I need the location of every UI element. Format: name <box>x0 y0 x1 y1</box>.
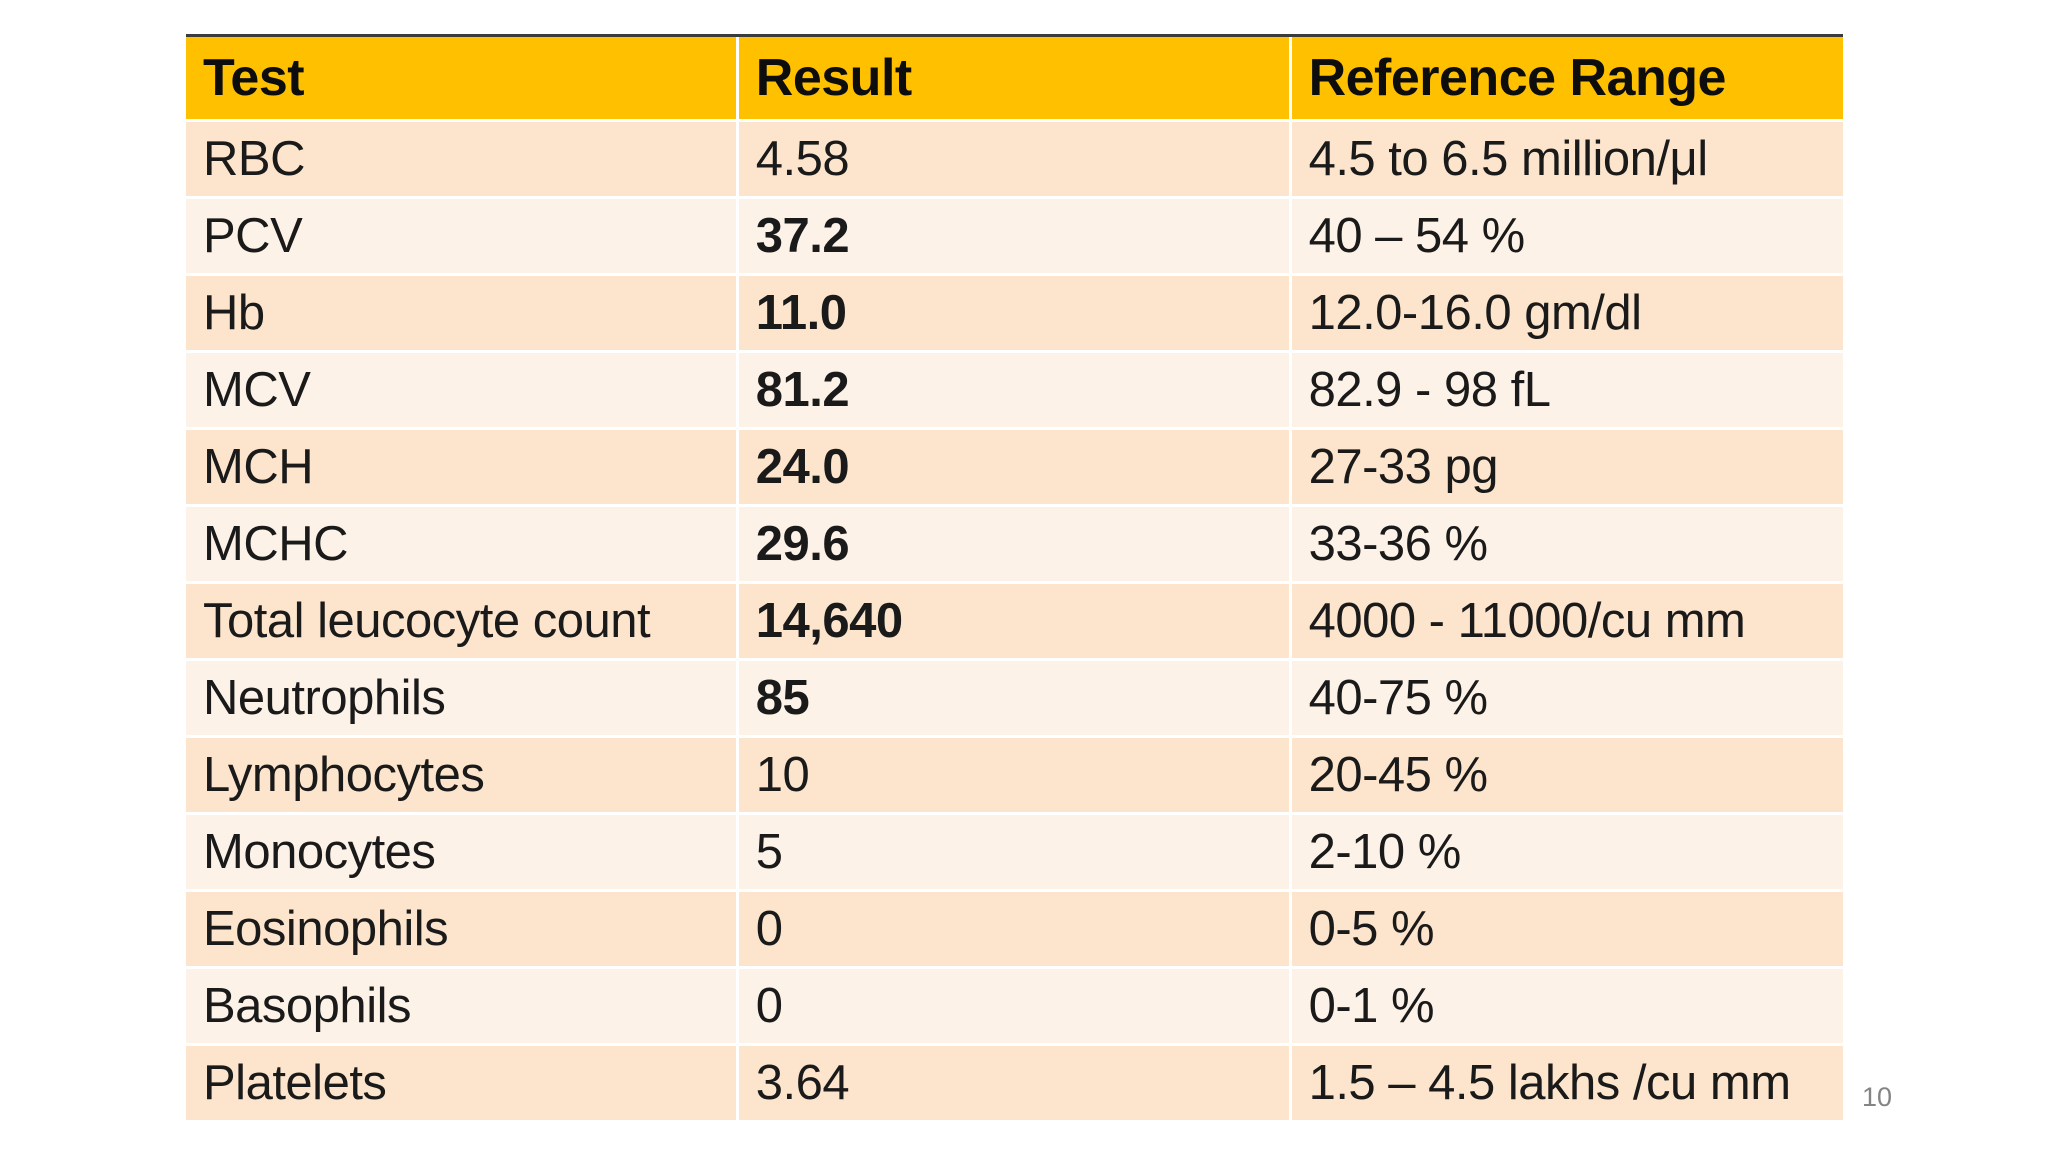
test-cell: PCV <box>186 199 736 273</box>
table-row: PCV 37.2 40 – 54 % <box>186 199 1843 273</box>
result-cell: 0 <box>738 969 1289 1043</box>
test-cell: Platelets <box>186 1046 736 1120</box>
result-cell: 37.2 <box>738 199 1289 273</box>
test-cell: Hb <box>186 276 736 350</box>
table-row: Eosinophils 0 0-5 % <box>186 892 1843 966</box>
reference-range-cell: 40 – 54 % <box>1291 199 1843 273</box>
reference-range-cell: 1.5 – 4.5 lakhs /cu mm <box>1291 1046 1843 1120</box>
table-row: Total leucocyte count 14,640 4000 - 1100… <box>186 584 1843 658</box>
result-cell: 0 <box>738 892 1289 966</box>
reference-range-cell: 33-36 % <box>1291 507 1843 581</box>
table-row: RBC 4.58 4.5 to 6.5 million/μl <box>186 122 1843 196</box>
reference-range-cell: 40-75 % <box>1291 661 1843 735</box>
column-header-reference-range: Reference Range <box>1291 37 1843 119</box>
result-cell: 24.0 <box>738 430 1289 504</box>
test-cell: MCV <box>186 353 736 427</box>
test-cell: Total leucocyte count <box>186 584 736 658</box>
reference-range-cell: 4.5 to 6.5 million/μl <box>1291 122 1843 196</box>
result-cell: 29.6 <box>738 507 1289 581</box>
table-row: MCH 24.0 27-33 pg <box>186 430 1843 504</box>
reference-range-cell: 4000 - 11000/cu mm <box>1291 584 1843 658</box>
reference-range-cell: 20-45 % <box>1291 738 1843 812</box>
test-cell: MCHC <box>186 507 736 581</box>
table-row: MCHC 29.6 33-36 % <box>186 507 1843 581</box>
lab-results-table-container: Test Result Reference Range RBC 4.58 4.5… <box>186 34 1843 1121</box>
lab-results-table: Test Result Reference Range RBC 4.58 4.5… <box>186 37 1843 1121</box>
reference-range-cell: 0-1 % <box>1291 969 1843 1043</box>
reference-range-cell: 12.0-16.0 gm/dl <box>1291 276 1843 350</box>
table-row: Lymphocytes 10 20-45 % <box>186 738 1843 812</box>
reference-range-cell: 27-33 pg <box>1291 430 1843 504</box>
result-cell: 10 <box>738 738 1289 812</box>
table-row: MCV 81.2 82.9 - 98 fL <box>186 353 1843 427</box>
result-cell: 3.64 <box>738 1046 1289 1120</box>
result-cell: 11.0 <box>738 276 1289 350</box>
slide-page-number: 10 <box>1862 1082 1893 1112</box>
result-cell: 85 <box>738 661 1289 735</box>
result-cell: 14,640 <box>738 584 1289 658</box>
table-body: RBC 4.58 4.5 to 6.5 million/μl PCV 37.2 … <box>186 122 1843 1120</box>
table-row: Monocytes 5 2-10 % <box>186 815 1843 889</box>
test-cell: Neutrophils <box>186 661 736 735</box>
table-row: Platelets 3.64 1.5 – 4.5 lakhs /cu mm <box>186 1046 1843 1120</box>
reference-range-cell: 0-5 % <box>1291 892 1843 966</box>
column-header-test: Test <box>186 37 736 119</box>
reference-range-cell: 82.9 - 98 fL <box>1291 353 1843 427</box>
reference-range-cell: 2-10 % <box>1291 815 1843 889</box>
test-cell: MCH <box>186 430 736 504</box>
test-cell: Basophils <box>186 969 736 1043</box>
test-cell: Lymphocytes <box>186 738 736 812</box>
column-header-result: Result <box>738 37 1289 119</box>
test-cell: Monocytes <box>186 815 736 889</box>
table-row: Hb 11.0 12.0-16.0 gm/dl <box>186 276 1843 350</box>
result-cell: 81.2 <box>738 353 1289 427</box>
header-row: Test Result Reference Range <box>186 37 1843 119</box>
result-cell: 4.58 <box>738 122 1289 196</box>
table-row: Basophils 0 0-1 % <box>186 969 1843 1043</box>
table-row: Neutrophils 85 40-75 % <box>186 661 1843 735</box>
test-cell: Eosinophils <box>186 892 736 966</box>
result-cell: 5 <box>738 815 1289 889</box>
test-cell: RBC <box>186 122 736 196</box>
